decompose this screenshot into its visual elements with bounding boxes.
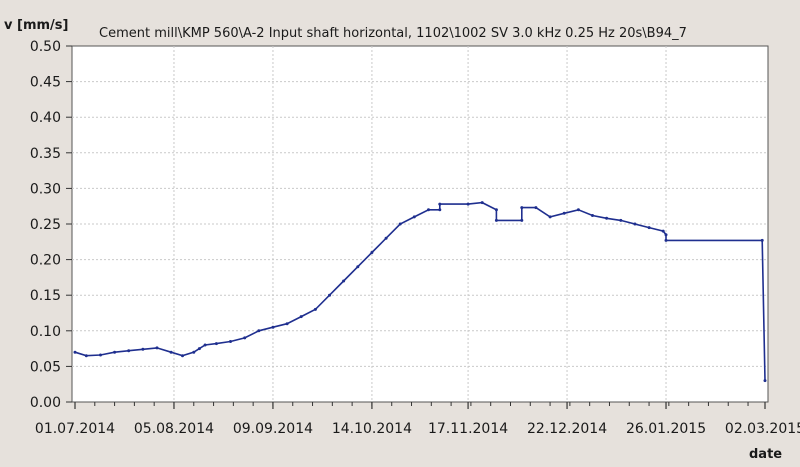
series-point	[520, 206, 524, 210]
series-point	[127, 349, 131, 353]
y-tick-label: 0.20	[30, 253, 61, 269]
series-point	[398, 222, 402, 226]
series-point	[328, 293, 331, 297]
series-point	[633, 222, 637, 226]
y-tick-label: 0.35	[30, 146, 61, 162]
gridlines	[72, 46, 768, 402]
series-point	[548, 215, 552, 219]
series-point	[299, 315, 303, 319]
y-tick-label: 0.25	[30, 217, 61, 233]
y-tick-label: 0.10	[30, 324, 61, 340]
x-tick-label: 22.12.2014	[527, 421, 607, 437]
series-point	[214, 342, 218, 346]
series-point	[438, 202, 442, 206]
series-point	[763, 379, 767, 383]
series-point	[141, 347, 145, 351]
series-point	[73, 350, 77, 354]
y-axis-ticks: 0.00 0.05 0.10 0.15 0.20 0.25 0.30 0.35 0.40 0.45…	[30, 39, 72, 411]
series-point	[169, 350, 173, 354]
series-point	[285, 322, 289, 326]
x-tick-label: 02.03.2015	[725, 421, 800, 437]
chart-title: Cement mill\KMP 560\A-2 Input shaft hori…	[99, 26, 687, 41]
series-point	[370, 251, 374, 254]
x-tick-label: 26.01.2015	[626, 421, 706, 437]
series-point	[605, 216, 609, 220]
x-tick-label: 01.07.2014	[35, 421, 115, 437]
x-tick-label: 14.10.2014	[332, 421, 412, 437]
y-tick-label: 0.15	[30, 288, 61, 304]
series-point	[313, 307, 317, 311]
series-point	[203, 343, 207, 347]
series-point	[427, 208, 430, 212]
x-axis-label: date	[749, 447, 782, 462]
series-point	[229, 340, 232, 343]
series-point	[534, 206, 538, 210]
series-point	[494, 208, 498, 212]
series-point	[466, 202, 470, 206]
series-point	[243, 336, 247, 340]
series-point	[271, 325, 275, 329]
series-point	[480, 201, 484, 205]
series-point	[412, 215, 416, 219]
y-tick-label: 0.00	[30, 395, 61, 411]
series-point	[99, 353, 102, 357]
x-tick-label: 09.09.2014	[233, 421, 313, 437]
y-tick-label: 0.05	[30, 359, 61, 375]
series-line	[74, 201, 766, 381]
y-tick-label: 0.30	[30, 181, 61, 197]
series-point	[760, 238, 764, 242]
series-point	[257, 329, 261, 333]
x-axis-ticks: 01.07.2014 05.08.2014 09.09.2014 14.10.2014…	[35, 402, 800, 437]
series-point	[664, 238, 668, 242]
series-point	[661, 229, 665, 233]
series-point	[576, 208, 580, 212]
series-point	[384, 236, 388, 240]
series-point	[113, 350, 117, 354]
y-tick-label: 0.40	[30, 110, 61, 126]
x-tick-label: 05.08.2014	[134, 421, 214, 437]
series-point	[619, 218, 623, 222]
series-point	[84, 354, 88, 358]
series-point	[664, 233, 668, 237]
y-tick-label: 0.45	[30, 75, 61, 91]
series-point	[197, 347, 201, 351]
series-layer	[73, 201, 767, 383]
series-point	[494, 218, 498, 222]
series-point	[591, 214, 594, 217]
series-point	[342, 279, 346, 283]
series-point	[181, 354, 184, 358]
series-point	[562, 211, 566, 215]
series-point	[192, 350, 196, 354]
x-tick-label: 17.11.2014	[428, 421, 508, 437]
y-tick-label: 0.50	[30, 39, 61, 55]
series-point	[438, 208, 442, 212]
series-point	[155, 346, 159, 350]
y-axis-label: v [mm/s]	[4, 18, 68, 33]
series-point	[647, 226, 651, 230]
series-point	[356, 265, 360, 269]
series-point	[520, 218, 524, 222]
